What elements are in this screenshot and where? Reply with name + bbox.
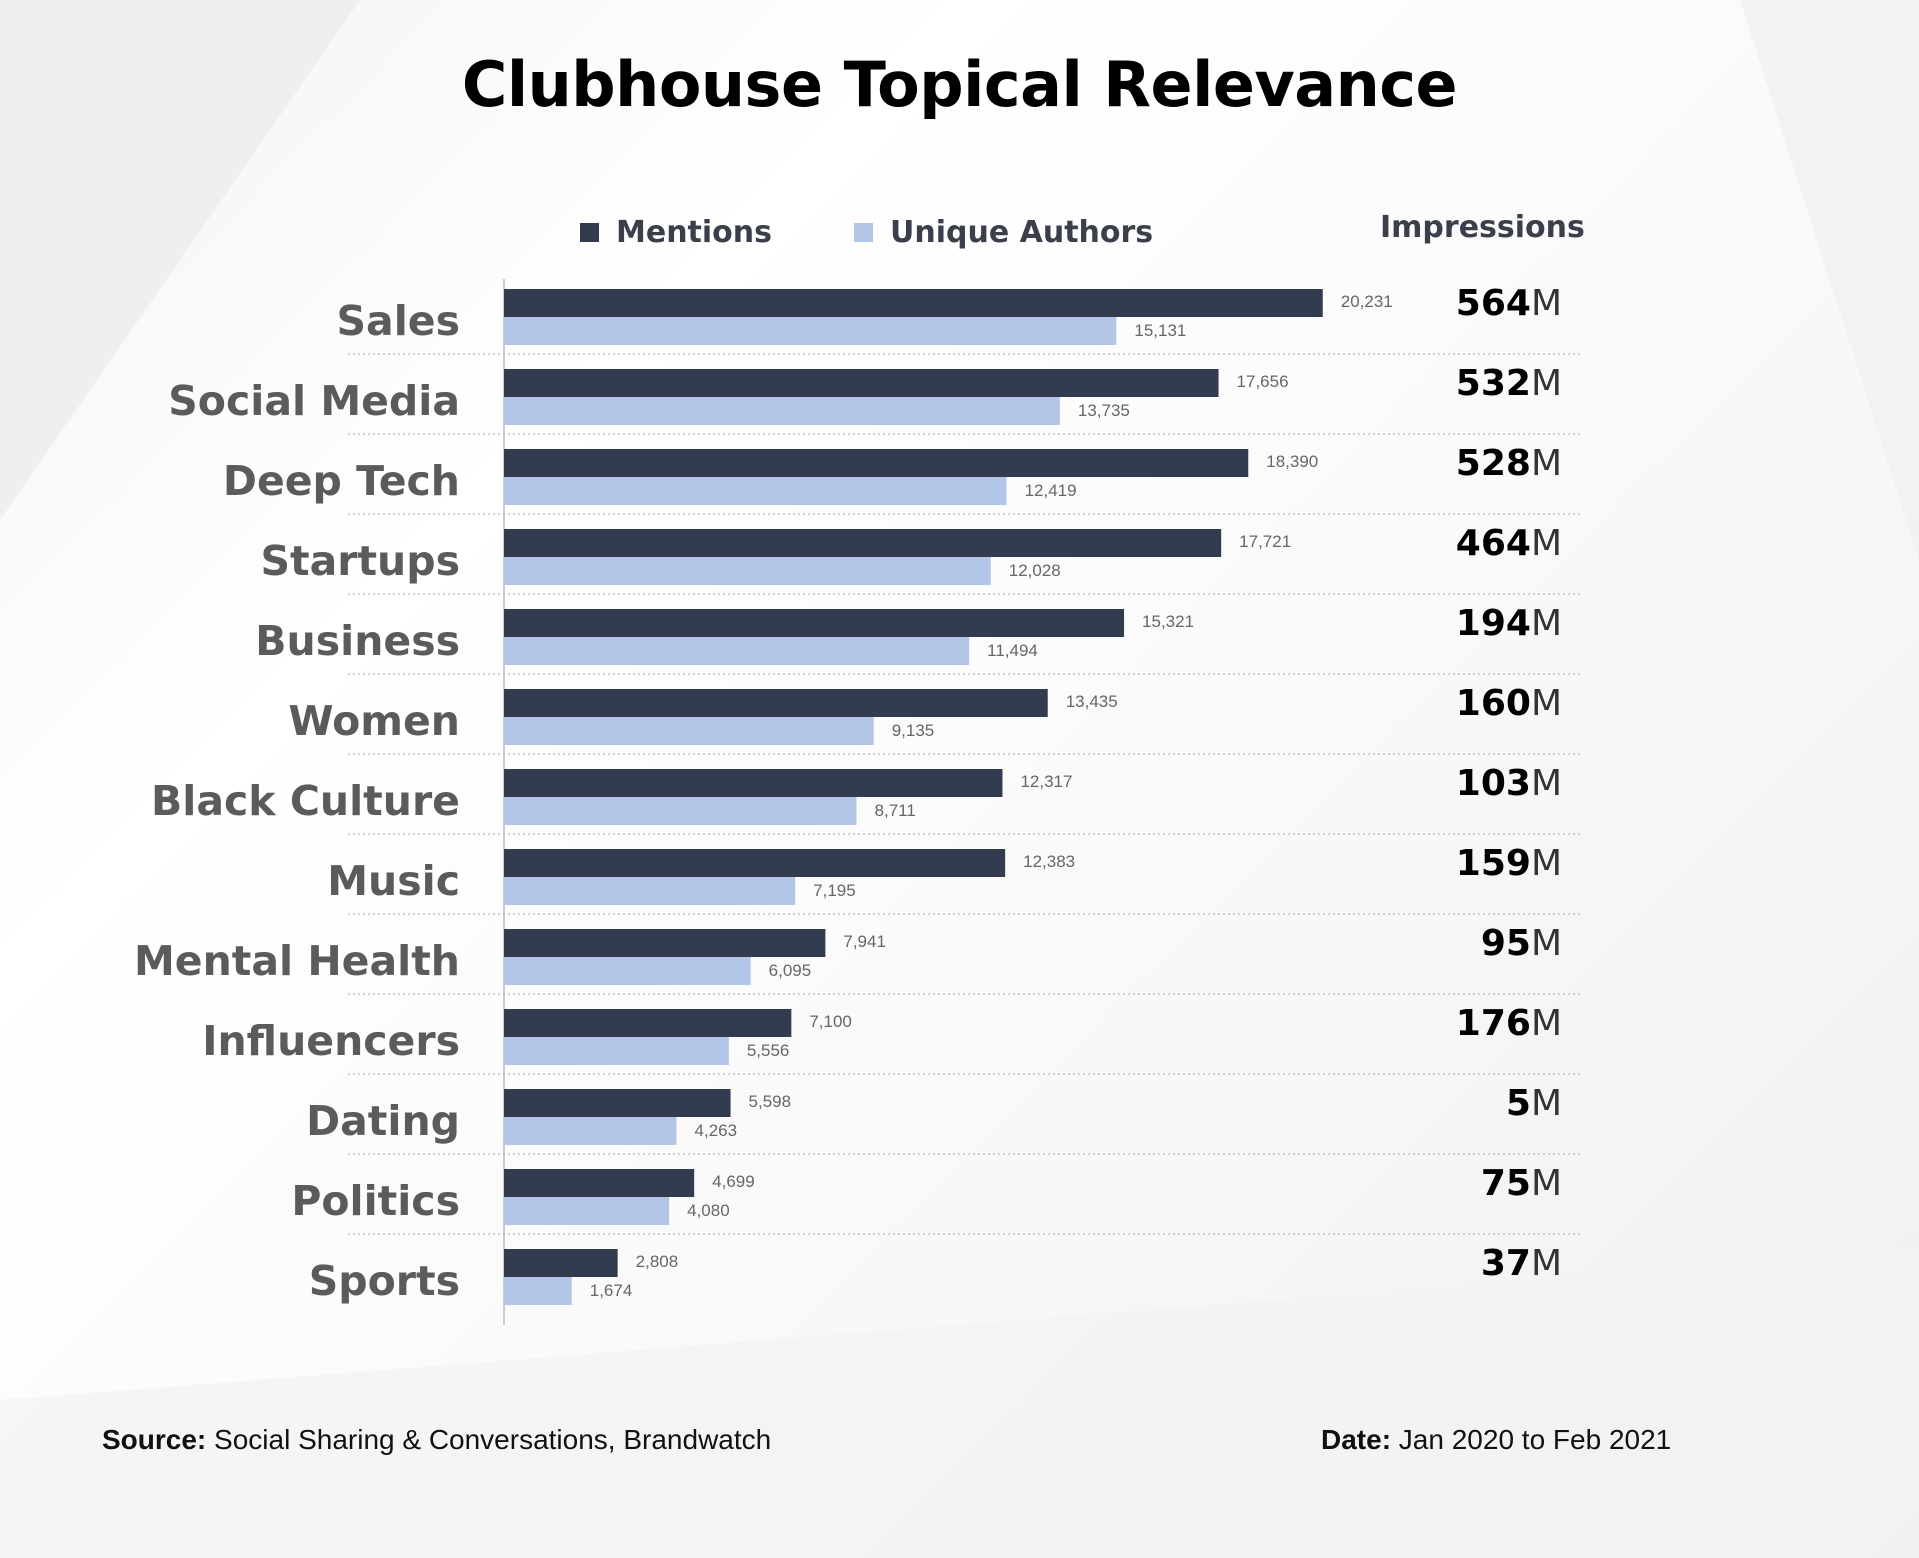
bar-mentions [504, 1089, 731, 1117]
bar-unique-authors [504, 557, 991, 585]
impressions-value: 564M [1456, 283, 1562, 324]
category-label: Startups [260, 537, 460, 585]
category-label: Black Culture [151, 777, 460, 825]
footer-source: Source: Social Sharing & Conversations, … [102, 1424, 771, 1456]
bar-unique-authors [504, 1037, 729, 1065]
legend-label-unique-authors: Unique Authors [890, 214, 1154, 250]
category-label: Business [255, 617, 460, 665]
data-label-unique-authors: 4,263 [695, 1121, 738, 1140]
bar-unique-authors [504, 797, 857, 825]
data-label-mentions: 4,699 [712, 1172, 755, 1191]
data-label-mentions: 15,321 [1142, 612, 1194, 631]
data-label-unique-authors: 12,028 [1009, 561, 1061, 580]
data-label-mentions: 12,383 [1023, 852, 1075, 871]
bar-unique-authors [504, 317, 1117, 345]
bar-unique-authors [504, 397, 1060, 425]
bar-mentions [504, 1169, 695, 1197]
category-label: Politics [291, 1177, 460, 1225]
bar-mentions [504, 529, 1222, 557]
impressions-value: 95M [1481, 923, 1562, 964]
chart-title: Clubhouse Topical Relevance [461, 48, 1458, 121]
bar-unique-authors [504, 1277, 572, 1305]
impressions-value: 160M [1456, 683, 1562, 724]
data-label-unique-authors: 11,494 [987, 641, 1038, 660]
bar-mentions [504, 449, 1249, 477]
data-label-mentions: 17,656 [1237, 372, 1289, 391]
bar-unique-authors [504, 637, 970, 665]
legend-item-mentions: Mentions [580, 212, 772, 252]
bar-unique-authors [504, 477, 1007, 505]
data-label-unique-authors: 4,080 [687, 1201, 730, 1220]
bar-mentions [504, 849, 1006, 877]
data-label-unique-authors: 8,711 [875, 801, 916, 820]
footer-source-text: Social Sharing & Conversations, Brandwat… [214, 1424, 772, 1455]
footer-date-label: Date: [1321, 1424, 1392, 1455]
category-label: Sales [337, 297, 460, 345]
data-label-mentions: 7,100 [809, 1012, 852, 1031]
legend-swatch-unique-authors [854, 222, 873, 242]
bar-unique-authors [504, 957, 751, 985]
bar-mentions [504, 769, 1003, 797]
data-label-mentions: 20,231 [1341, 292, 1393, 311]
data-label-unique-authors: 1,674 [590, 1281, 633, 1300]
bar-unique-authors [504, 877, 796, 905]
data-label-unique-authors: 13,735 [1078, 401, 1130, 420]
bar-unique-authors [504, 1117, 677, 1145]
impressions-header: Impressions [1380, 210, 1585, 245]
legend-label-mentions: Mentions [616, 214, 773, 250]
data-label-mentions: 2,808 [636, 1252, 679, 1271]
category-label: Sports [309, 1257, 460, 1305]
category-label: Social Media [168, 377, 460, 425]
impressions-value: 103M [1456, 763, 1562, 804]
data-label-unique-authors: 15,131 [1134, 321, 1186, 340]
data-label-mentions: 18,390 [1266, 452, 1318, 471]
legend-item-unique-authors: Unique Authors [854, 212, 1153, 252]
data-label-unique-authors: 6,095 [769, 961, 812, 980]
data-label-mentions: 13,435 [1066, 692, 1118, 711]
impressions-value: 464M [1456, 523, 1562, 564]
data-label-unique-authors: 7,195 [813, 881, 856, 900]
data-label-unique-authors: 12,419 [1025, 481, 1077, 500]
category-label: Dating [306, 1097, 460, 1145]
category-label: Music [327, 857, 460, 905]
category-label: Mental Health [134, 937, 460, 985]
impressions-value: 528M [1456, 443, 1562, 484]
impressions-value: 37M [1481, 1243, 1562, 1284]
impressions-value: 176M [1456, 1003, 1562, 1044]
impressions-value: 194M [1456, 603, 1562, 644]
footer-source-label: Source: [102, 1424, 207, 1455]
bar-mentions [504, 1009, 792, 1037]
bar-mentions [504, 689, 1048, 717]
impressions-value: 5M [1506, 1083, 1562, 1124]
bar-unique-authors [504, 717, 874, 745]
bar-mentions [504, 289, 1323, 317]
data-label-unique-authors: 9,135 [892, 721, 935, 740]
data-label-mentions: 12,317 [1020, 772, 1072, 791]
legend-swatch-mentions [580, 222, 599, 242]
footer-date-text: Jan 2020 to Feb 2021 [1398, 1424, 1672, 1455]
category-label: Influencers [202, 1017, 460, 1065]
impressions-value: 159M [1456, 843, 1562, 884]
category-label: Women [288, 697, 460, 745]
impressions-value: 75M [1481, 1163, 1562, 1204]
impressions-value: 532M [1456, 363, 1562, 404]
data-label-mentions: 5,598 [749, 1092, 792, 1111]
data-label-mentions: 17,721 [1239, 532, 1291, 551]
bar-unique-authors [504, 1197, 670, 1225]
bar-mentions [504, 929, 826, 957]
footer-date: Date: Jan 2020 to Feb 2021 [1321, 1424, 1671, 1456]
bar-mentions [504, 369, 1219, 397]
data-label-mentions: 7,941 [843, 932, 886, 951]
bar-mentions [504, 1249, 618, 1277]
bar-mentions [504, 609, 1125, 637]
data-label-unique-authors: 5,556 [747, 1041, 790, 1060]
category-label: Deep Tech [223, 457, 460, 505]
